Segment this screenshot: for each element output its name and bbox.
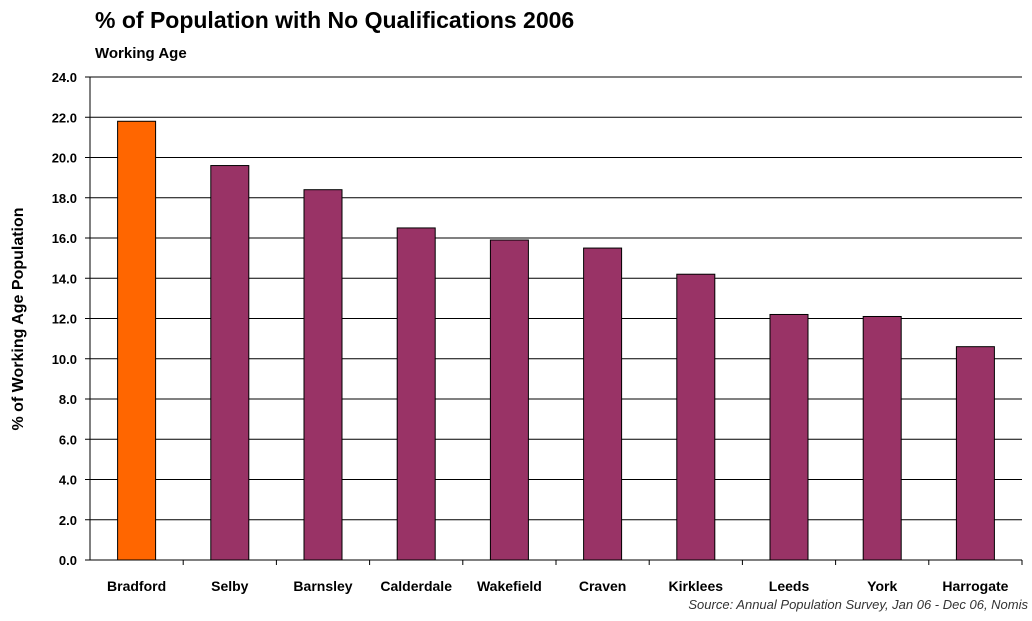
- x-category-label: Harrogate: [942, 578, 1008, 594]
- bar-selby: [210, 165, 250, 561]
- bar-craven: [583, 247, 623, 561]
- y-tick-label: 22.0: [52, 110, 77, 125]
- x-category-label: Leeds: [769, 578, 810, 594]
- bar-leeds: [769, 313, 809, 561]
- bar-barnsley: [303, 189, 343, 561]
- x-category-label: Selby: [211, 578, 249, 594]
- x-category-label: Kirklees: [669, 578, 724, 594]
- bar-calderdale: [396, 227, 436, 561]
- bar-harrogate: [955, 346, 995, 561]
- x-category-label: Calderdale: [380, 578, 452, 594]
- x-category-label: York: [867, 578, 897, 594]
- bar-bradford: [117, 120, 157, 561]
- bar-wakefield: [489, 239, 529, 561]
- y-tick-label: 8.0: [59, 392, 77, 407]
- y-tick-label: 2.0: [59, 513, 77, 528]
- y-tick-label: 10.0: [52, 352, 77, 367]
- bar-york: [862, 315, 902, 561]
- y-tick-label: 12.0: [52, 312, 77, 327]
- y-axis-label: % of Working Age Population: [10, 207, 27, 430]
- y-tick-label: 18.0: [52, 191, 77, 206]
- y-tick-label: 14.0: [52, 271, 77, 286]
- y-tick-label: 24.0: [52, 70, 77, 85]
- source-note: Source: Annual Population Survey, Jan 06…: [688, 597, 1028, 612]
- x-axis-categories: Bradford Selby Barnsley Calderdale Wakefield…: [107, 560, 1023, 594]
- y-tick-label: 20.0: [52, 151, 77, 166]
- chart-title: % of Population with No Qualifications 2…: [95, 7, 574, 33]
- y-tick-label: 4.0: [59, 473, 77, 488]
- y-tick-label: 0.0: [59, 553, 77, 568]
- x-category-label: Barnsley: [293, 578, 352, 594]
- x-category-label: Bradford: [107, 578, 166, 594]
- bars: [117, 120, 995, 561]
- x-category-label: Craven: [579, 578, 626, 594]
- y-axis-ticks: 0.0 2.0 4.0 6.0 8.0 10.0 12.0 14.0 16.0 18.0 20.0 2…: [52, 70, 90, 568]
- y-tick-label: 16.0: [52, 231, 77, 246]
- y-tick-label: 6.0: [59, 432, 77, 447]
- bar-kirklees: [676, 273, 716, 561]
- x-category-label: Wakefield: [477, 578, 542, 594]
- chart-subtitle: Working Age: [95, 45, 187, 62]
